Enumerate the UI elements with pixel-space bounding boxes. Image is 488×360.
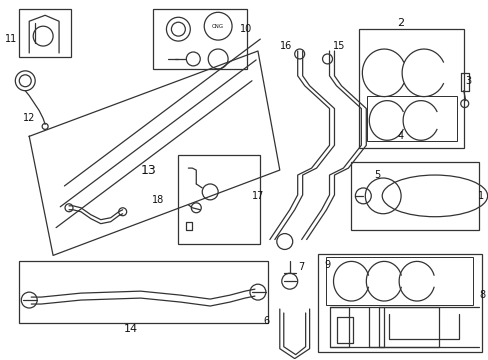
Text: 10: 10: [240, 24, 252, 34]
Bar: [366, 96, 456, 141]
Text: 18: 18: [152, 195, 164, 205]
Text: 7: 7: [298, 262, 304, 272]
Bar: [19, 261, 267, 323]
Bar: [359, 29, 463, 148]
Text: 8: 8: [479, 290, 485, 300]
Text: 4: 4: [397, 131, 404, 141]
Text: 6: 6: [263, 316, 269, 326]
Bar: [19, 9, 71, 57]
Text: 16: 16: [279, 41, 291, 51]
Text: 17: 17: [251, 191, 264, 201]
Text: 14: 14: [123, 324, 138, 334]
Text: 1: 1: [477, 191, 483, 201]
Text: 11: 11: [5, 34, 18, 44]
Bar: [178, 155, 260, 244]
Text: 9: 9: [324, 260, 330, 270]
Bar: [351, 162, 478, 230]
Text: CNG: CNG: [212, 24, 224, 29]
Text: 2: 2: [397, 18, 404, 28]
Bar: [152, 9, 246, 69]
Text: 3: 3: [465, 76, 471, 86]
Text: 12: 12: [23, 113, 35, 123]
Text: 15: 15: [333, 41, 345, 51]
Bar: [325, 257, 472, 305]
Bar: [317, 255, 481, 352]
Text: 5: 5: [373, 170, 380, 180]
Text: 13: 13: [141, 163, 156, 176]
